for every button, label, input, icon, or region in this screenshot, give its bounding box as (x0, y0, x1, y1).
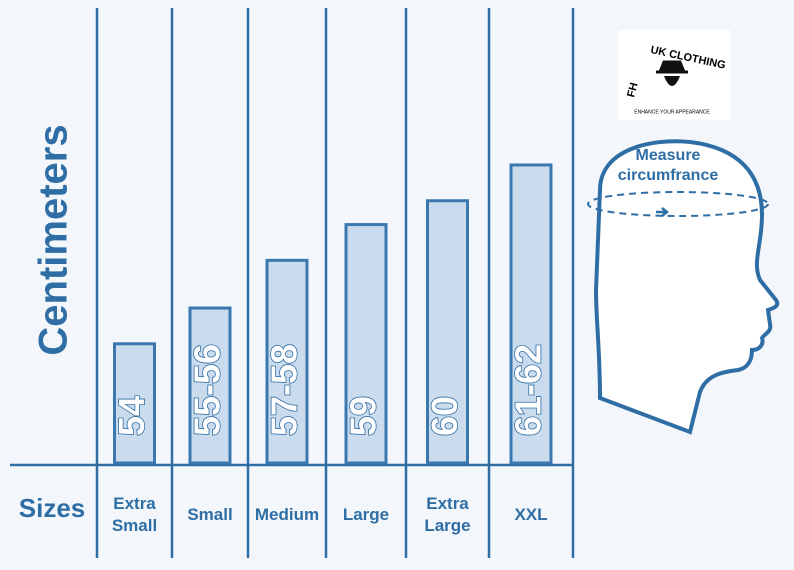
bar (265, 258, 309, 465)
value-label: 54 (111, 396, 152, 436)
logo: FH UK CLOTHING ENHANCE YOUR APPEARANCE (618, 30, 730, 120)
logo-left: FH (625, 81, 640, 98)
x-axis-label: Sizes (19, 493, 86, 523)
measure-line (587, 191, 769, 217)
value-label: 59 (343, 396, 384, 436)
category-label: Large (342, 505, 390, 524)
bar (509, 163, 553, 465)
category-label: XXL (514, 505, 548, 524)
value-label: 60 (424, 396, 465, 436)
annotation-box: Measure circumfrance (617, 147, 719, 184)
category-label: Medium (254, 505, 320, 524)
y-axis-label: Centimeters (32, 124, 76, 355)
bar (113, 342, 156, 465)
bar (188, 306, 232, 465)
logo-tagline: ENHANCE YOUR APPEARANCE (634, 109, 710, 115)
bar (426, 199, 469, 465)
value-label: 61-62 (508, 344, 549, 436)
value-label: 55-56 (187, 344, 228, 436)
category-label: Extra Large (424, 494, 471, 535)
category-label: Extra Small (111, 494, 158, 535)
value-label: 57-58 (264, 344, 305, 436)
annotation: Measure circumfrance (617, 147, 719, 184)
bar (344, 223, 388, 465)
measure-arrow (656, 207, 670, 217)
category-label: Small (187, 505, 233, 524)
